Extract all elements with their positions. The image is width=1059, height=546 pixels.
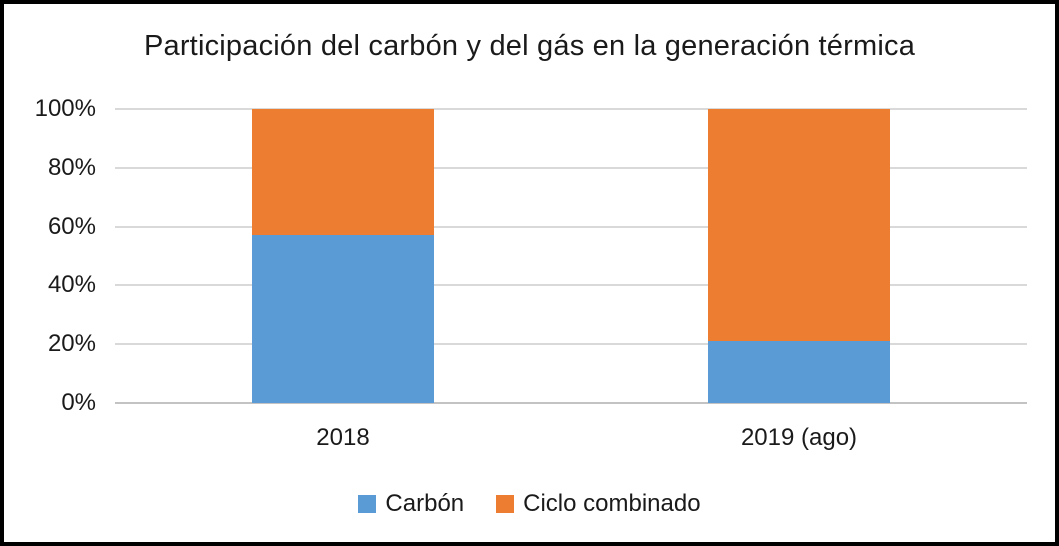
x-axis-line [115, 402, 1027, 404]
legend: Carbón Ciclo combinado [4, 490, 1055, 518]
legend-swatch-icon [496, 495, 515, 513]
legend-swatch-icon [358, 495, 377, 513]
bar-segment-ciclo-combinado-2018 [252, 109, 434, 236]
y-tick-label: 20% [47, 330, 96, 358]
y-tick-label: 80% [47, 153, 96, 181]
chart-title: Participación del carbón y del gás en la… [143, 30, 916, 62]
bar-segment-carb-n-2019-ago- [708, 341, 890, 403]
gridline [115, 284, 1027, 287]
gridline [115, 108, 1027, 110]
legend-label: Ciclo combinado [523, 490, 701, 517]
legend-item-ciclo-combinado: Ciclo combinado [496, 490, 701, 518]
x-category-label: 2019 (ago) [740, 424, 858, 451]
x-category-label: 2018 [316, 424, 370, 451]
plot-area [115, 108, 1027, 404]
y-tick-label: 40% [47, 271, 96, 299]
legend-label: Carbón [385, 490, 465, 517]
y-tick-label: 60% [47, 212, 96, 240]
bar-segment-carb-n-2018 [252, 235, 434, 403]
gridline [115, 166, 1027, 169]
gridline [115, 343, 1027, 346]
y-tick-label: 0% [61, 389, 96, 416]
y-tick-label: 100% [34, 95, 96, 122]
bar-segment-ciclo-combinado-2019-ago- [708, 109, 890, 342]
gridline [115, 225, 1027, 228]
legend-item-carb-n: Carbón [358, 490, 464, 518]
